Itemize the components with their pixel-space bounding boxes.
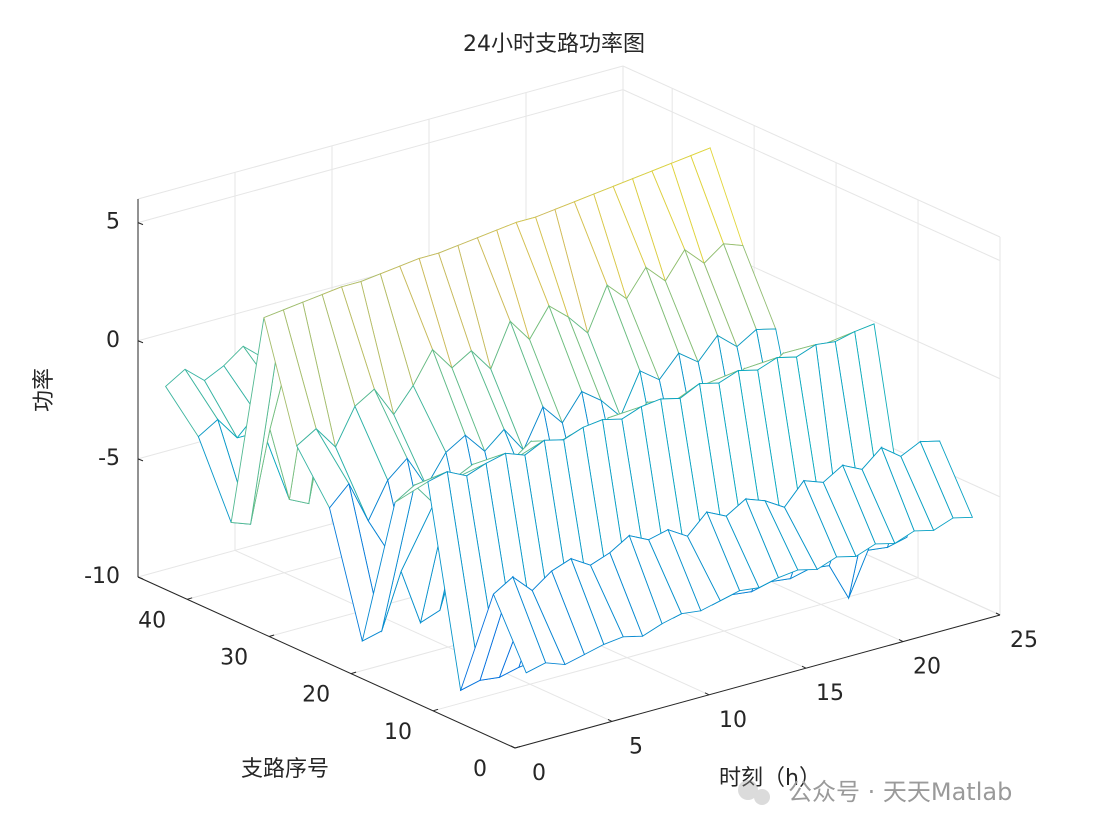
x-axis [514, 614, 1001, 749]
x-tick [995, 612, 1001, 616]
x-tick [510, 745, 516, 749]
y-tick [268, 634, 275, 637]
mesh-cell [492, 576, 547, 674]
grid-line [622, 89, 1001, 262]
x-tick [801, 665, 807, 669]
x-tick-label: 10 [719, 708, 747, 733]
grid-line [137, 89, 624, 224]
z-tick-label: -5 [98, 446, 120, 471]
y-tick-label: 10 [384, 720, 412, 745]
z-tick [137, 340, 144, 344]
x-tick-label: 20 [913, 655, 941, 680]
x-tick-label: 25 [1010, 628, 1038, 653]
x-tick-label: 0 [532, 761, 546, 786]
y-axis-label: 支路序号 [241, 757, 329, 782]
x-tick [898, 639, 904, 643]
y-tick [514, 746, 521, 749]
watermark-icon [738, 780, 770, 805]
z-axis-label: 功率 [32, 368, 57, 412]
watermark: 公众号 · 天天Matlab [788, 778, 1012, 806]
box-edge [137, 65, 624, 200]
z-tick [137, 222, 144, 226]
y-tick-label: 30 [220, 645, 248, 670]
x-tick-label: 15 [816, 681, 844, 706]
z-tick-label: 5 [106, 210, 120, 235]
grid-line [234, 549, 613, 722]
y-tick-label: 40 [138, 608, 166, 633]
z-tick [137, 458, 144, 462]
grid-line [432, 577, 919, 712]
y-tick [187, 597, 193, 600]
x-axis-label: 时刻（h） [719, 766, 821, 791]
y-tick [350, 671, 357, 675]
z-tick-label: -10 [84, 564, 120, 589]
y-tick-label: 20 [302, 683, 330, 708]
z-tick [137, 576, 144, 580]
x-tick [704, 692, 710, 696]
x-tick [607, 718, 613, 722]
z-tick-label: 0 [106, 328, 120, 353]
y-tick-label: 0 [473, 757, 487, 782]
y-tick [432, 708, 439, 712]
x-tick-label: 5 [629, 734, 643, 759]
box-edge [622, 65, 1001, 238]
chart-title: 24小时支路功率图 [463, 32, 645, 57]
y-axis [137, 576, 516, 749]
